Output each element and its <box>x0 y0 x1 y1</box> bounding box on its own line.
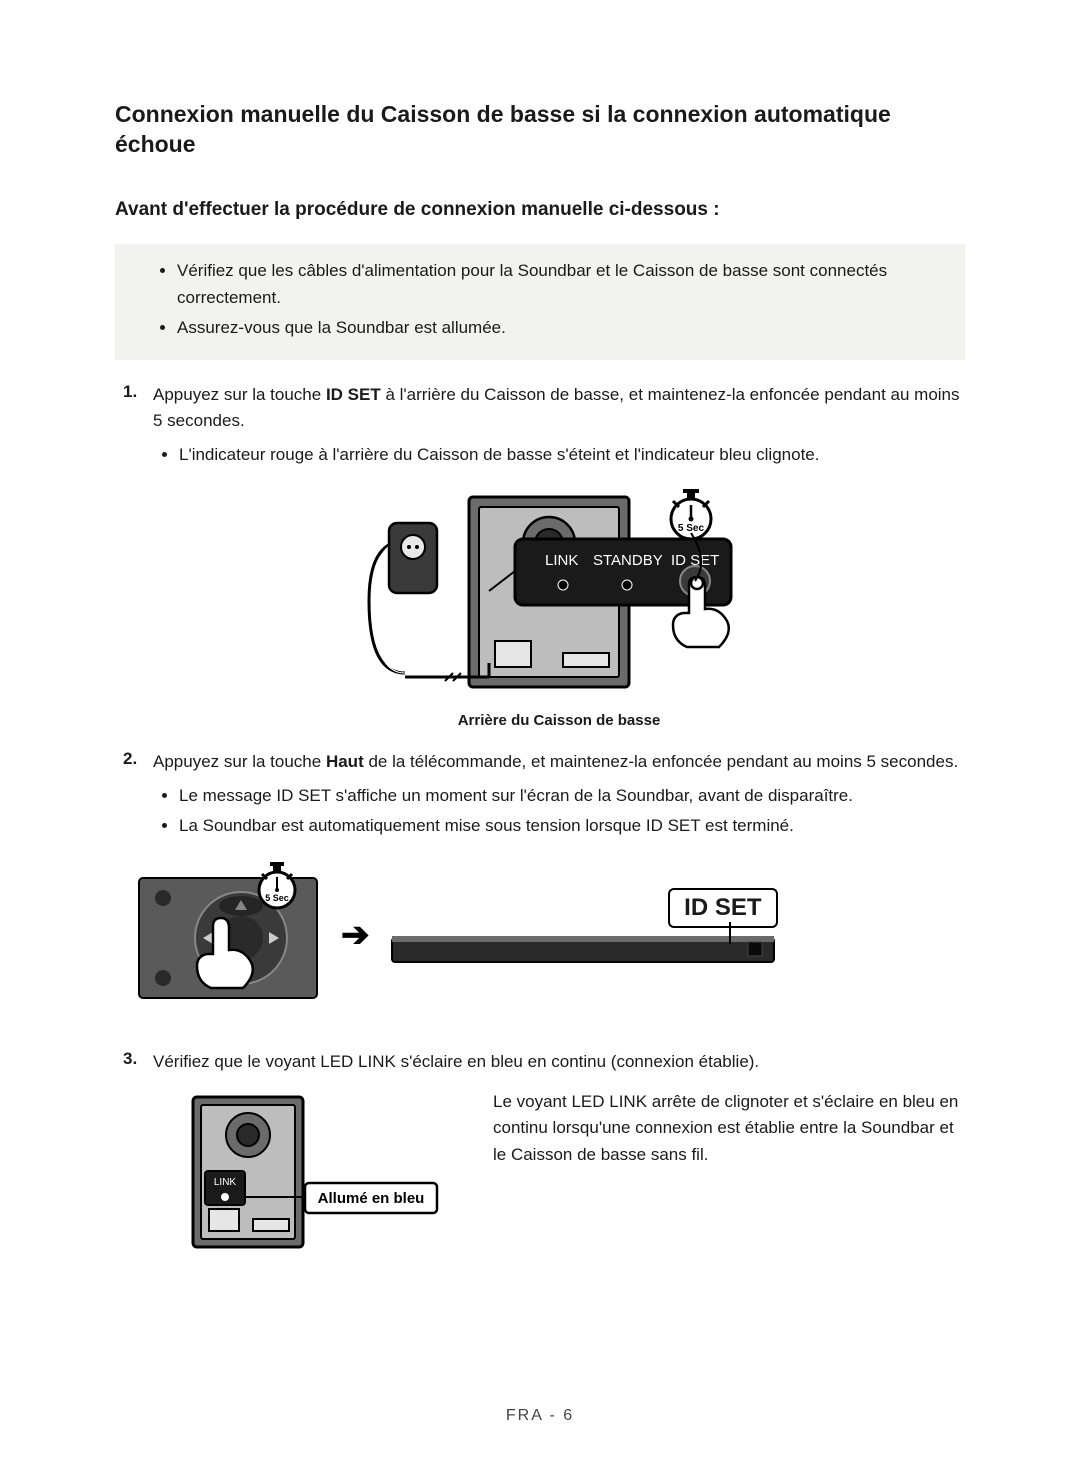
arrow-icon: ➔ <box>341 915 370 955</box>
step2-text-a: Appuyez sur la touche <box>153 752 326 771</box>
step-1: Appuyez sur la touche ID SET à l'arrière… <box>115 382 965 729</box>
figure-subwoofer-link: LINK Allumé en bleu <box>133 1089 453 1264</box>
step2-bullet-1: Le message ID SET s'affiche un moment su… <box>179 783 965 809</box>
step1-text-a: Appuyez sur la touche <box>153 385 326 404</box>
figure-remote-soundbar: 5 Sec ➔ <box>133 858 965 1013</box>
panel-standby-label: STANDBY <box>593 552 663 569</box>
timer-label-2: 5 Sec <box>265 893 289 903</box>
step2-bold: Haut <box>326 752 364 771</box>
prechecks-box: Vérifiez que les câbles d'alimentation p… <box>115 244 965 359</box>
stopwatch-icon: 5 Sec <box>671 489 711 539</box>
precheck-item: Assurez-vous que la Soundbar est allumée… <box>177 315 965 341</box>
step-3: Vérifiez que le voyant LED LINK s'éclair… <box>115 1049 965 1264</box>
step2-text-b: de la télécommande, et maintenez-la enfo… <box>364 752 958 771</box>
timer-label-1: 5 Sec <box>678 523 705 534</box>
figure-caption-1: Arrière du Caisson de basse <box>153 712 965 729</box>
page-footer: FRA - 6 <box>0 1407 1080 1425</box>
step1-bold: ID SET <box>326 385 381 404</box>
step1-bullet: L'indicateur rouge à l'arrière du Caisso… <box>179 442 965 468</box>
step3-side-text: Le voyant LED LINK arrête de clignoter e… <box>493 1089 965 1168</box>
step3-text: Vérifiez que le voyant LED LINK s'éclair… <box>153 1049 965 1075</box>
subheading: Avant d'effectuer la procédure de connex… <box>115 198 965 223</box>
main-heading: Connexion manuelle du Caisson de basse s… <box>115 100 965 160</box>
panel-link-label: LINK <box>545 552 578 569</box>
figure-subwoofer-rear: LINK STANDBY ID SET <box>153 481 965 729</box>
step2-bullet-2: La Soundbar est automatiquement mise sou… <box>179 813 965 839</box>
step-2: Appuyez sur la touche Haut de la télécom… <box>115 749 965 1013</box>
precheck-item: Vérifiez que les câbles d'alimentation p… <box>177 258 965 311</box>
panel-link-small: LINK <box>214 1177 237 1188</box>
link-blue-label: Allumé en bleu <box>318 1190 425 1207</box>
